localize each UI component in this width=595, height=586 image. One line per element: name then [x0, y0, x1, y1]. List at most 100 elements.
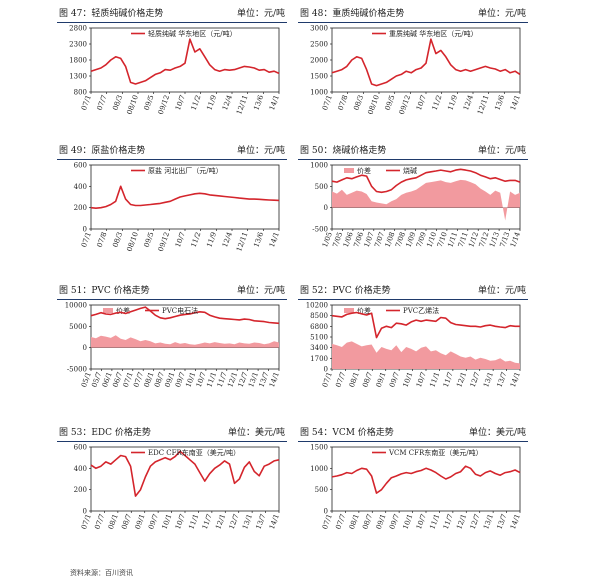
x-tick-label: 12/11 [476, 94, 490, 116]
x-tick-label: 10/1 [161, 513, 174, 531]
x-tick-label: 08/3 [352, 94, 365, 112]
x-tick-label: 13/7 [255, 513, 268, 531]
y-tick-label: 1000 [310, 89, 328, 97]
x-tick-label: 08/3 [111, 94, 124, 112]
y-tick-label: 600 [74, 162, 87, 170]
x-tick-label: 09/5 [143, 231, 156, 249]
x-tick-label: 08/7 [120, 513, 133, 531]
x-tick-label: 12/4 [221, 93, 234, 111]
x-tick-label: 14/1 [509, 513, 522, 531]
x-tick-label: 08/7 [361, 513, 374, 531]
x-tick-label: 13/6 [252, 230, 265, 248]
chart-panel-51: 图 51：PVC 价格走势 单位：元/吨 -5000 0 5000 10000 05/1… [57, 283, 287, 408]
legend-swatch-0 [103, 308, 113, 313]
legend-swatch-0 [344, 308, 354, 313]
chart-panel-47: 图 47：轻质纯碱价格走势 单位：元/吨 800 1300 1800 2300 2800… [57, 6, 287, 131]
source-note: 资料来源：百川资讯 [70, 569, 133, 577]
y-tick-label: 0 [324, 508, 328, 516]
legend-label-0: 重质纯碱 华东地区（元/吨） [389, 29, 478, 38]
legend-label-0: 价差 [357, 166, 371, 175]
series-area-0 [91, 335, 279, 348]
y-tick-label: 200 [74, 486, 87, 494]
x-tick-label: 11/1 [428, 371, 441, 389]
chart-panel-50: 图 50：烧碱价格走势 单位：元/吨 -500 0 500 1000 1/05 7/05 1… [298, 143, 528, 268]
x-tick-label: 11/9 [205, 231, 218, 249]
x-tick-label: 14/1 [268, 231, 281, 249]
legend-swatch-0 [344, 168, 354, 173]
x-tick-label: 07/1 [321, 371, 334, 389]
series-line-0 [90, 185, 280, 209]
x-tick-label: 10/7 [415, 371, 428, 389]
x-tick-label: 11/2 [190, 94, 203, 112]
y-tick-label: 3400 [310, 344, 328, 352]
panel-header: 图 53：EDC 价格走势 单位：美元/吨 [57, 425, 287, 442]
x-tick-label: 09/1 [375, 371, 388, 389]
chart-edc: 0 200 400 600 07/1 07/7 08/1 08/7 09/1 09/7 10/1 10… [74, 444, 281, 531]
x-tick-label: 11/1 [428, 513, 441, 531]
legend-label-1: PVC电石法 [162, 306, 198, 315]
y-tick-label: 600 [74, 444, 87, 452]
panel-unit: 单位：元/吨 [477, 9, 526, 19]
x-tick-label: 09/7 [147, 513, 160, 531]
y-tick-label: 800 [74, 89, 87, 97]
x-tick-label: 13/1 [482, 371, 495, 389]
chart-panel-49: 图 49：原盐价格走势 单位：元/吨 0 200 400 600 07/1 07/8 08/… [57, 143, 287, 268]
y-tick-label: 8500 [310, 312, 328, 320]
x-tick-label: 12/1 [455, 513, 468, 531]
x-tick-label: 10/7 [415, 94, 428, 112]
panel-header: 图 48：重质纯碱价格走势 单位：元/吨 [298, 6, 528, 23]
x-tick-label: 08/3 [111, 231, 124, 249]
x-tick-label: 12/1 [214, 513, 227, 531]
chart-soda-ash-dense: 1000 1500 2000 2500 3000 07/1 07/8 08/3 08/10 09/… [310, 25, 522, 116]
x-tick-label: 09/7 [388, 513, 401, 531]
y-tick-label: 400 [74, 183, 87, 191]
y-tick-label: -500 [312, 226, 328, 234]
x-tick-label: 08/1 [107, 513, 120, 531]
chart-pvc-ethylene: 0 1700 3400 5100 6800 8500 10200 07/1 07/7 08/1 08… [306, 302, 522, 389]
chart-vcm: 0 500 1000 1500 07/1 07/7 08/1 08/7 09/1 09/7 10/1… [310, 444, 522, 531]
x-tick-label: 07/8 [337, 94, 350, 112]
panel-title: 图 47：轻质纯碱价格走势 [59, 9, 164, 19]
x-tick-label: 12/4 [462, 93, 475, 111]
legend-label-1: 烧碱 [403, 166, 417, 175]
panel-title: 图 53：EDC 价格走势 [59, 428, 151, 438]
x-tick-label: 09/5 [384, 94, 397, 112]
y-tick-label: 1000 [310, 162, 328, 170]
x-tick-label: 07/7 [334, 371, 347, 389]
x-tick-label: 12/11 [235, 94, 249, 116]
legend-label-0: 价差 [116, 306, 130, 315]
x-tick-label: 10/7 [415, 513, 428, 531]
chart-caustic-soda: -500050010001/057/051/067/061/077/071/08… [310, 162, 522, 249]
y-tick-label: 1800 [69, 57, 87, 65]
panel-title: 图 54：VCM 价格走势 [300, 428, 394, 438]
legend-label-0: VCM CFR东南亚（美元/吨） [388, 448, 483, 457]
panel-header: 图 47：轻质纯碱价格走势 单位：元/吨 [57, 6, 287, 23]
y-tick-label: -5000 [67, 366, 87, 374]
x-tick-label: 10/7 [174, 231, 187, 249]
x-tick-label: 08/7 [361, 371, 374, 389]
x-tick-label: 11/7 [442, 513, 455, 531]
panel-unit: 单位：元/吨 [236, 286, 285, 296]
x-tick-label: 12/7 [228, 513, 241, 531]
panel-title: 图 48：重质纯碱价格走势 [300, 9, 405, 19]
legend-label-0: EDC CFR东南亚（美元/吨） [148, 448, 240, 457]
x-tick-label: 08/10 [125, 94, 139, 116]
panel-header: 图 52：PVC 价格走势 单位：元/吨 [298, 283, 528, 300]
x-tick-label: 10/7 [174, 513, 187, 531]
panel-header: 图 49：原盐价格走势 单位：元/吨 [57, 143, 287, 160]
panel-header: 图 51：PVC 价格走势 单位：元/吨 [57, 283, 287, 300]
series-line-0 [90, 450, 280, 497]
y-tick-label: 10200 [306, 302, 328, 310]
x-tick-label: 07/1 [321, 513, 334, 531]
x-tick-label: 09/5 [143, 94, 156, 112]
x-tick-label: 10/1 [402, 371, 415, 389]
x-tick-label: 11/7 [201, 513, 214, 531]
y-tick-label: 2500 [310, 41, 328, 49]
x-tick-label: 13/7 [496, 513, 509, 531]
x-tick-label: 14/1 [509, 94, 522, 112]
x-tick-label: 10/7 [174, 94, 187, 112]
legend-label-1: PVC乙烯法 [403, 306, 439, 315]
x-tick-label: 07/1 [321, 94, 334, 112]
chart-panel-48: 图 48：重质纯碱价格走势 单位：元/吨 1000 1500 2000 2500 300… [298, 6, 528, 131]
y-tick-label: 0 [324, 204, 328, 212]
